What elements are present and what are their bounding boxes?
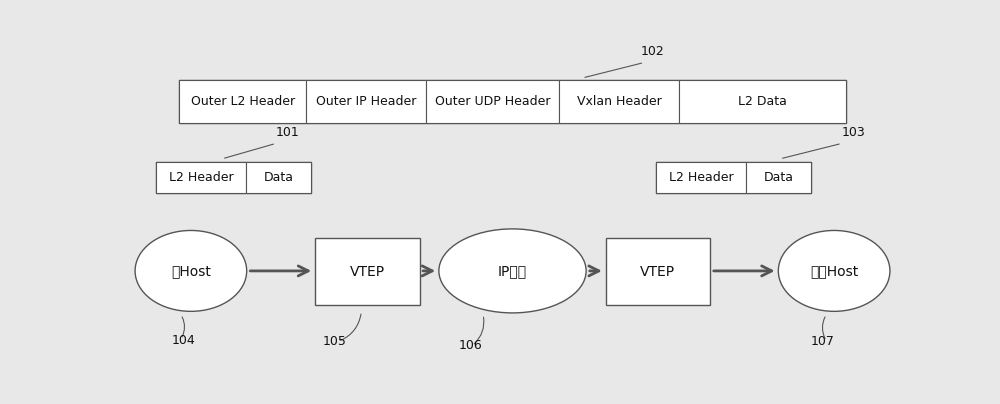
Text: 103: 103 <box>842 126 866 139</box>
Text: 101: 101 <box>276 126 300 139</box>
Text: L2 Data: L2 Data <box>738 95 787 108</box>
Bar <box>656 162 811 193</box>
Text: Vxlan Header: Vxlan Header <box>577 95 662 108</box>
Text: Data: Data <box>763 171 793 184</box>
Text: Outer UDP Header: Outer UDP Header <box>435 95 550 108</box>
Bar <box>559 80 679 123</box>
Text: VTEP: VTEP <box>350 265 385 279</box>
Bar <box>156 162 311 193</box>
Text: L2 Header: L2 Header <box>669 171 733 184</box>
Bar <box>315 238 420 305</box>
Text: 源Host: 源Host <box>171 264 211 278</box>
Text: L2 Header: L2 Header <box>169 171 233 184</box>
Text: 106: 106 <box>458 339 482 352</box>
Bar <box>656 162 746 193</box>
Text: 目的Host: 目的Host <box>810 264 858 278</box>
Text: Data: Data <box>263 171 293 184</box>
Ellipse shape <box>135 230 247 311</box>
Text: Outer IP Header: Outer IP Header <box>316 95 416 108</box>
Bar <box>179 80 846 123</box>
Bar <box>606 238 710 305</box>
Bar <box>426 80 559 123</box>
Bar <box>156 162 246 193</box>
Bar <box>306 80 426 123</box>
Ellipse shape <box>439 229 586 313</box>
Text: 104: 104 <box>172 334 195 347</box>
Text: 107: 107 <box>811 335 835 348</box>
Bar <box>679 80 846 123</box>
Text: VTEP: VTEP <box>640 265 675 279</box>
Text: 105: 105 <box>323 335 347 348</box>
Text: Outer L2 Header: Outer L2 Header <box>191 95 295 108</box>
Ellipse shape <box>778 230 890 311</box>
Bar <box>246 162 311 193</box>
Text: IP网络: IP网络 <box>498 264 527 278</box>
Bar <box>179 80 306 123</box>
Bar <box>746 162 811 193</box>
Text: 102: 102 <box>640 45 664 58</box>
